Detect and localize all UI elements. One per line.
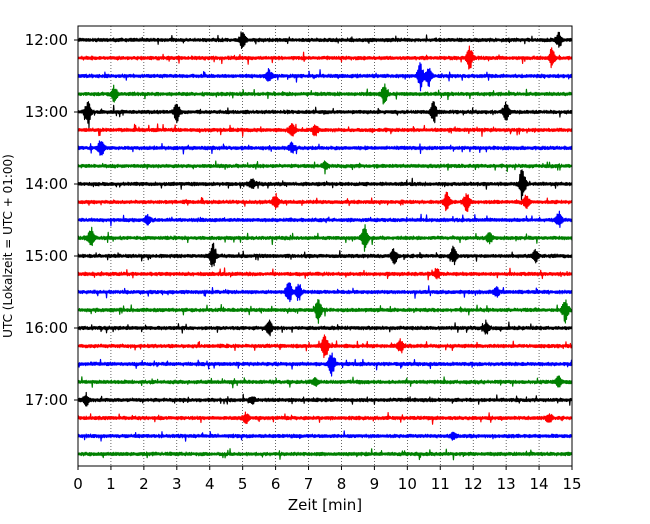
trace-1530 (77, 282, 573, 303)
x-axis-ticks: 0 1 2 3 4 5 6 7 8 9 10 11 12 13 14 15 (73, 466, 582, 493)
trace-1430 (77, 210, 573, 229)
trace-1200 (77, 31, 573, 50)
trace-1415 (77, 191, 573, 213)
x-tick-label-3: 3 (172, 475, 182, 493)
trace-1730 (77, 430, 573, 442)
grid-layer (110, 26, 540, 466)
y-tick-label-2: 14:00 (25, 175, 68, 193)
trace-1600 (77, 319, 573, 337)
trace-layer (77, 31, 573, 461)
x-tick-label-15: 15 (562, 475, 581, 493)
y-tick-label-1: 13:00 (25, 103, 68, 121)
trace-1745 (77, 448, 573, 461)
x-tick-label-13: 13 (497, 475, 516, 493)
trace-1645 (77, 375, 573, 389)
x-tick-label-6: 6 (271, 475, 281, 493)
y-tick-label-4: 16:00 (25, 319, 68, 337)
y-tick-label-0: 12:00 (25, 31, 68, 49)
trace-1345 (77, 160, 573, 175)
trace-1445 (77, 224, 573, 252)
x-axis-label: Zeit [min] (288, 496, 362, 514)
trace-1215 (77, 45, 573, 70)
x-tick-label-14: 14 (530, 475, 549, 493)
trace-1500 (77, 242, 573, 268)
trace-1330 (77, 140, 573, 156)
trace-1700 (77, 391, 573, 407)
trace-1545 (77, 299, 573, 324)
trace-1300 (77, 101, 573, 129)
plot-frame (77, 25, 573, 467)
y-axis-label: UTC (Lokalzeit = UTC + 01:00) (1, 154, 15, 338)
x-tick-label-4: 4 (205, 475, 215, 493)
trace-1245 (77, 83, 573, 105)
y-tick-label-5: 17:00 (25, 391, 68, 409)
x-tick-label-1: 1 (106, 475, 116, 493)
trace-1515 (77, 267, 573, 281)
x-tick-label-8: 8 (337, 475, 347, 493)
trace-1615 (77, 334, 573, 359)
y-tick-label-3: 15:00 (25, 247, 68, 265)
x-tick-label-7: 7 (304, 475, 314, 493)
x-tick-label-12: 12 (464, 475, 483, 493)
x-tick-label-0: 0 (73, 475, 83, 493)
trace-1230 (77, 62, 573, 92)
trace-1715 (77, 411, 573, 425)
x-tick-label-5: 5 (238, 475, 248, 493)
x-tick-label-9: 9 (370, 475, 380, 493)
y-axis-ticks: 12:00 13:00 14:00 15:00 16:00 17:00 (25, 31, 78, 409)
trace-1630 (77, 352, 573, 377)
trace-1315 (77, 123, 573, 137)
trace-1400 (77, 169, 573, 201)
x-tick-label-10: 10 (398, 475, 417, 493)
x-tick-label-2: 2 (139, 475, 149, 493)
x-tick-label-11: 11 (431, 475, 450, 493)
